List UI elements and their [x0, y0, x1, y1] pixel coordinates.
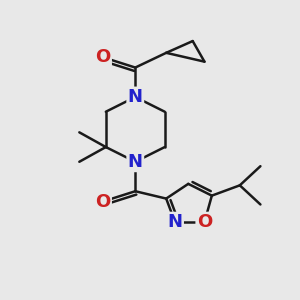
- Text: N: N: [128, 88, 143, 106]
- Text: O: O: [95, 193, 110, 211]
- Text: N: N: [167, 213, 182, 231]
- Text: N: N: [128, 153, 143, 171]
- Text: O: O: [197, 213, 212, 231]
- Text: O: O: [95, 48, 110, 66]
